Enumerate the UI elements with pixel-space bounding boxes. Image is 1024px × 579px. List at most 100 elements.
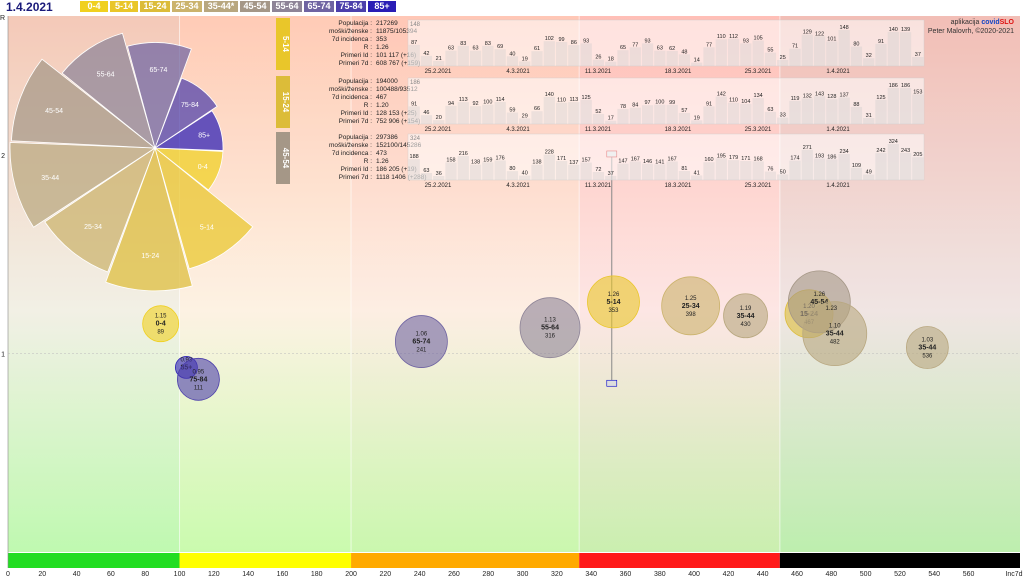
panel-bar-label-2-5: 138	[471, 160, 480, 166]
bubble-inc-11: 536	[922, 354, 933, 360]
panel-date-1-2: 11.3.2021	[585, 127, 612, 133]
panel-bar-1-41	[912, 94, 924, 124]
panel-bar-1-17	[617, 108, 629, 124]
panel-stat-label-2-4: Primeri Id :	[341, 166, 373, 173]
panel-bar-0-4	[457, 45, 469, 66]
panel-bar-label-2-16: 37	[608, 171, 614, 177]
panel-bar-label-2-17: 147	[618, 159, 627, 165]
bubble-extra-label: 1.23	[825, 306, 837, 312]
panel-bar-label-0-40: 139	[901, 27, 910, 33]
panel-stat-label-1-4: Primeri Id :	[341, 110, 373, 117]
bubble-inc-5: 353	[608, 308, 619, 314]
bubble-inc-7: 430	[741, 322, 752, 328]
panel-bar-label-0-1: 42	[423, 51, 429, 57]
panel-bar-1-22	[678, 112, 691, 124]
bubble-r-11: 1.03	[922, 338, 934, 344]
panel-date-1-1: 4.3.2021	[506, 127, 530, 133]
bubble-group-9: 45-54	[810, 299, 828, 306]
panel-bar-label-2-35: 234	[840, 149, 849, 155]
panel-bar-label-0-20: 63	[657, 46, 663, 52]
x-tick-13: 260	[448, 571, 460, 578]
panel-max-1: 186	[410, 80, 421, 86]
panel-stat-value-2-1: 152100/145286	[376, 142, 422, 149]
panel-bar-2-22	[678, 171, 691, 180]
panel-bar-label-0-12: 99	[559, 37, 565, 43]
panel-bar-label-2-29: 76	[767, 167, 773, 173]
panel-bar-label-1-12: 110	[557, 98, 566, 104]
x-tick-1: 20	[38, 571, 46, 578]
panel-stat-value-0-2: 353	[376, 36, 387, 43]
pie-label-0: 0-4	[198, 164, 208, 171]
panel-bar-label-1-1: 46	[423, 110, 429, 116]
panel-bar-0-21	[666, 50, 678, 66]
panel-bar-label-1-8: 59	[509, 108, 515, 114]
panel-bar-label-0-21: 62	[669, 46, 675, 52]
panel-bar-1-32	[801, 98, 813, 124]
x-tick-17: 340	[585, 571, 597, 578]
panel-bar-label-1-14: 125	[582, 95, 591, 101]
panel-bar-2-38	[875, 153, 887, 180]
panel-bar-label-2-38: 242	[876, 148, 885, 154]
panel-bar-label-2-24: 160	[704, 157, 713, 163]
bubble-circle-3	[394, 315, 448, 368]
panel-bar-label-1-25: 142	[717, 92, 726, 98]
panel-stat-value-0-4: 101 117 (+16)	[376, 52, 416, 59]
x-tick-0: 0	[6, 571, 10, 578]
x-tick-4: 80	[141, 571, 149, 578]
zone-bar-4	[779, 553, 1020, 568]
x-tick-10: 200	[345, 571, 357, 578]
bubble-circle-10	[802, 301, 868, 367]
panel-bar-label-1-37: 31	[866, 113, 872, 119]
panel-bar-label-1-22: 57	[681, 108, 687, 114]
panel-bar-label-1-20: 100	[655, 100, 664, 106]
panel-bar-0-35	[838, 30, 850, 66]
pie-slice-6	[61, 32, 156, 150]
bubble-circle-5	[587, 275, 640, 329]
panel-stat-value-2-2: 473	[376, 150, 387, 157]
panel-bar-2-21	[666, 161, 678, 180]
x-tick-21: 420	[723, 571, 735, 578]
panel-bar-label-0-31: 71	[792, 44, 798, 50]
panel-stat-label-1-5: Primeri 7d :	[339, 118, 372, 125]
age-legend-5: 45-54	[240, 1, 270, 12]
panel-bar-2-41	[912, 157, 924, 180]
bubble-r-4: 1.13	[544, 318, 556, 324]
panel-bar-label-0-4: 83	[460, 41, 466, 47]
panel-bar-label-0-34: 101	[827, 36, 836, 42]
panel-bar-label-1-18: 84	[632, 103, 638, 109]
panel-bar-label-2-8: 80	[509, 166, 515, 172]
panel-bar-1-25	[715, 96, 727, 124]
panel-bar-label-1-39: 186	[889, 83, 898, 89]
panel-bar-2-16	[605, 175, 617, 180]
panel-bar-0-30	[777, 59, 789, 66]
panel-bar-0-31	[789, 48, 801, 66]
panel-bar-2-28	[752, 161, 764, 180]
panel-bar-label-0-13: 86	[571, 40, 577, 46]
panel-bar-label-0-37: 32	[866, 53, 872, 59]
panel-bar-label-1-4: 113	[459, 97, 468, 103]
panel-stat-label-2-0: Populacija :	[338, 134, 372, 141]
panel-bar-2-29	[764, 171, 777, 180]
panel-stat-label-1-1: moški/ženske :	[329, 86, 372, 93]
panel-bar-label-1-35: 137	[840, 92, 849, 98]
panel-bar-2-9	[519, 175, 531, 180]
panel-bar-label-2-4: 216	[459, 151, 468, 157]
bubble-group-7: 35-44	[737, 313, 755, 320]
panel-max-0: 148	[410, 22, 421, 28]
panel-date-2-5: 1.4.2021	[826, 183, 850, 189]
panel-bar-0-12	[555, 41, 568, 66]
bubble-r-9: 1.26	[813, 292, 825, 298]
panel-bar-0-24	[703, 47, 715, 66]
panel-tab-2	[276, 132, 290, 184]
panel-bar-label-1-27: 104	[741, 99, 750, 105]
panel-bar-label-2-1: 63	[423, 168, 429, 174]
panel-bar-2-6	[482, 162, 494, 180]
panel-bar-label-0-22: 48	[681, 49, 687, 55]
panel-bar-label-0-6: 83	[485, 41, 491, 47]
panel-bar-label-2-27: 171	[741, 156, 750, 162]
pie-label-3: 25-34	[84, 224, 102, 231]
panel-bar-label-2-31: 174	[790, 156, 799, 162]
pie-label-6: 55-64	[97, 71, 115, 78]
